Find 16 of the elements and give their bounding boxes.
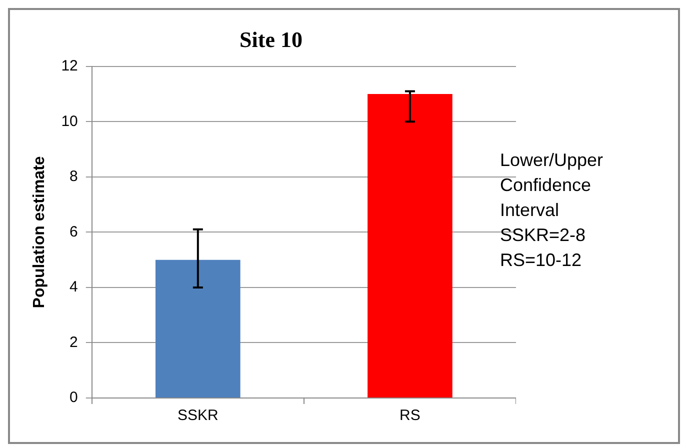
y-axis-title: Population estimate xyxy=(31,156,48,308)
y-tick-label: 0 xyxy=(70,389,78,406)
y-tick-label: 12 xyxy=(61,58,78,75)
y-tick-label: 6 xyxy=(70,223,78,240)
y-tick-label: 8 xyxy=(70,168,78,186)
x-tick-label: SSKR xyxy=(177,407,218,424)
x-tick-label: RS xyxy=(400,407,420,424)
y-tick-label: 10 xyxy=(61,112,78,130)
annotation: Lower/Upper xyxy=(500,149,604,172)
annotation: Confidence xyxy=(500,174,592,197)
annotation: SSKR=2-8 xyxy=(500,224,587,247)
annotation: RS=10-12 xyxy=(500,249,583,272)
y-tick-label: 2 xyxy=(70,334,78,351)
annotation: Interval xyxy=(500,199,560,222)
chart-title: Site 10 xyxy=(240,26,302,52)
y-tick-label: 4 xyxy=(70,278,78,296)
